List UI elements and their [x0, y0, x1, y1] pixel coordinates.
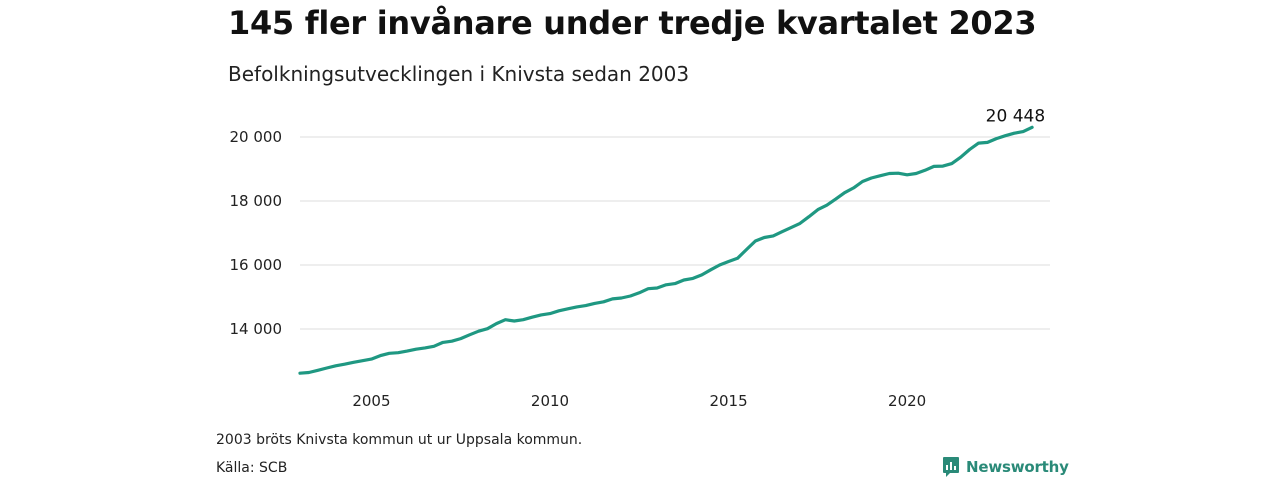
x-tick-label: 2015 — [709, 392, 747, 410]
end-value-label: 20 448 — [986, 106, 1045, 126]
y-tick-label: 18 000 — [230, 192, 283, 210]
chart-title: 145 fler invånare under tredje kvartalet… — [228, 4, 1037, 42]
chart-subtitle: Befolkningsutvecklingen i Knivsta sedan … — [228, 62, 690, 86]
series-line — [298, 125, 1034, 375]
newsworthy-brand-text: Newsworthy — [966, 458, 1069, 476]
grid-lines — [300, 136, 1050, 330]
newsworthy-logo[interactable]: Newsworthy — [942, 456, 1069, 478]
x-axis-ticks: 2005 2010 2015 2020 — [352, 392, 926, 410]
y-axis-ticks: 14 000 16 000 18 000 20 000 — [230, 128, 283, 338]
y-tick-label: 14 000 — [230, 320, 283, 338]
footnote: 2003 bröts Knivsta kommun ut ur Uppsala … — [216, 432, 583, 448]
newsworthy-logo-icon — [943, 457, 959, 477]
y-tick-label: 16 000 — [230, 256, 283, 274]
label-layer: 20 448 — [986, 106, 1045, 126]
x-tick-label: 2010 — [531, 392, 569, 410]
x-tick-label: 2020 — [888, 392, 926, 410]
source-credit: Källa: SCB — [216, 460, 288, 476]
y-tick-label: 20 000 — [230, 128, 283, 146]
series-layer — [298, 125, 1034, 375]
x-tick-label: 2005 — [352, 392, 390, 410]
